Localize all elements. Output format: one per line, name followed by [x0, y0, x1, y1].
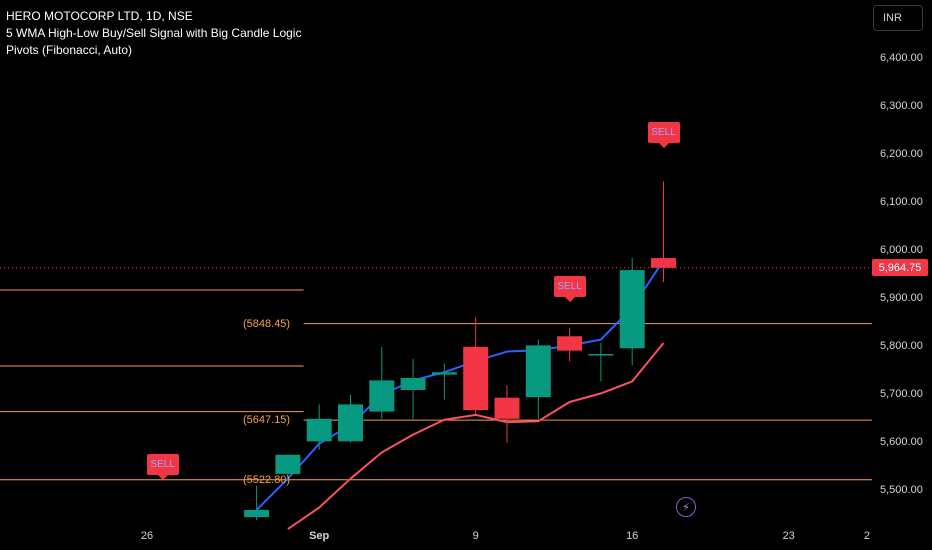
- sell-signal: SELL: [647, 121, 680, 148]
- date-tick-label: Sep: [309, 530, 330, 542]
- sell-signal: SELL: [146, 454, 179, 481]
- currency-button[interactable]: INR: [873, 5, 923, 31]
- price-tick-label: 5,600.00: [880, 435, 923, 448]
- price-tick-label: 5,900.00: [880, 291, 923, 304]
- candle-body-up: [400, 378, 426, 390]
- candle-body-up: [588, 354, 614, 356]
- price-tick-label: 6,100.00: [880, 195, 923, 208]
- price-tick-label: 6,300.00: [880, 99, 923, 112]
- pivot-label: (5848.45): [243, 317, 291, 330]
- price-tick-label: 6,200.00: [880, 147, 923, 160]
- symbol-title[interactable]: HERO MOTOCORP LTD, 1D, NSE: [6, 9, 193, 23]
- candle-body-up: [369, 380, 395, 412]
- sell-signal: SELL: [553, 276, 586, 303]
- chart-legend: HERO MOTOCORP LTD, 1D, NSE 5 WMA High-Lo…: [6, 8, 301, 59]
- candle-body-up: [619, 270, 645, 349]
- candle-body-up: [306, 418, 332, 442]
- date-tick-label: 16: [626, 530, 639, 542]
- price-tick-label: 5,700.00: [880, 387, 923, 400]
- candle-body-up: [338, 404, 363, 442]
- lightning-bolt-icon[interactable]: ⚡: [676, 497, 696, 517]
- pivot-label: (5647.15): [243, 414, 291, 427]
- price-tick-label: 6,000.00: [880, 243, 923, 256]
- pivot-label: (5522.80): [243, 473, 291, 486]
- date-tick-label: 26: [140, 530, 154, 542]
- candle-body-up: [244, 509, 270, 518]
- candle-body-down: [557, 336, 583, 351]
- candle-body-down: [463, 346, 489, 411]
- indicator-wma-label[interactable]: 5 WMA High-Low Buy/Sell Signal with Big …: [6, 26, 302, 40]
- candle-body-up: [431, 372, 457, 375]
- date-tick-label: 23: [782, 530, 795, 542]
- price-tick-label: 5,500.00: [880, 483, 923, 496]
- indicator-pivots-label[interactable]: Pivots (Fibonacci, Auto): [6, 43, 133, 57]
- candle-body-up: [525, 345, 551, 398]
- wma-low-line: [287, 342, 665, 530]
- price-tick-label: 6,400.00: [880, 52, 923, 64]
- date-tick-label: 9: [472, 530, 479, 542]
- candle-body-up: [275, 454, 301, 474]
- price-tick-label: 5,800.00: [880, 339, 923, 352]
- date-tick-label: 2: [863, 530, 870, 542]
- candle-body-down: [651, 258, 676, 268]
- wma-high-line: [255, 259, 665, 511]
- last-price-tag: 5,964.75: [872, 259, 928, 276]
- candle-body-down: [494, 397, 520, 419]
